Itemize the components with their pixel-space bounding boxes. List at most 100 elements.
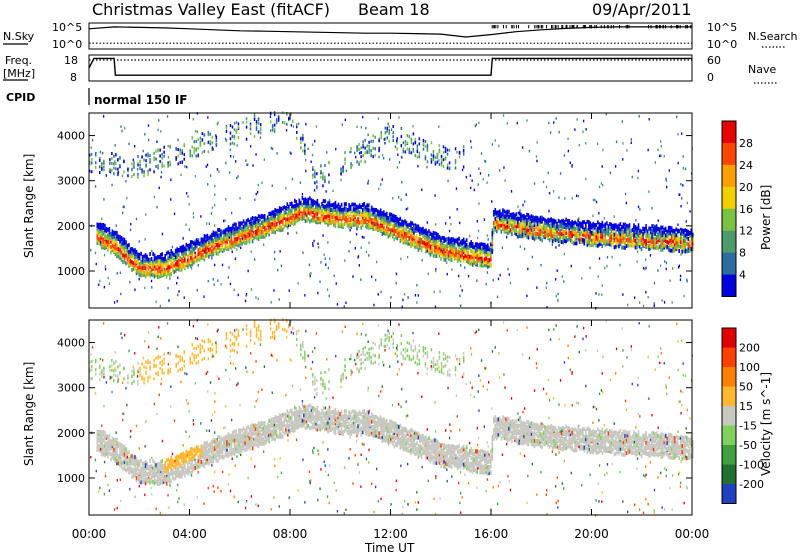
power-cell — [328, 221, 331, 225]
power-cell — [527, 215, 530, 220]
velocity-cell — [165, 471, 168, 475]
power-cell — [479, 245, 481, 250]
power-cell — [545, 233, 548, 238]
power-cell — [679, 244, 682, 249]
power-cell — [191, 240, 194, 245]
power-cell — [661, 243, 664, 248]
power-cell — [499, 225, 501, 230]
power-cell — [588, 220, 590, 225]
power-cell — [476, 253, 478, 258]
velocity-cell — [155, 479, 157, 484]
power-cell — [145, 165, 147, 169]
power-cell — [410, 235, 412, 240]
power-cell — [589, 229, 592, 234]
power-cell — [375, 226, 377, 231]
power-cell — [325, 190, 327, 193]
power-cell — [241, 237, 244, 240]
velocity-cell — [158, 476, 160, 481]
power-cell — [401, 226, 403, 231]
power-cell — [141, 272, 144, 277]
power-cell — [279, 250, 281, 253]
velocity-cell — [144, 464, 147, 469]
power-cell — [330, 203, 332, 208]
power-cell — [402, 298, 404, 302]
power-cell — [585, 142, 587, 145]
power-cell — [490, 247, 492, 252]
power-cell — [96, 222, 99, 227]
power-cell — [99, 165, 101, 169]
power-cell — [378, 146, 380, 150]
power-cell — [114, 252, 117, 256]
velocity-cell — [188, 460, 191, 465]
velocity-cell — [144, 473, 147, 478]
power-cell — [168, 265, 171, 270]
power-cell — [343, 305, 345, 308]
power-cell — [268, 232, 270, 237]
power-cell — [387, 230, 390, 235]
power-cell — [484, 249, 486, 254]
power-cell — [327, 213, 329, 218]
power-cell — [628, 223, 631, 228]
power-cell — [282, 214, 284, 219]
power-cell — [578, 234, 581, 239]
power-cell — [227, 244, 230, 249]
power-cell — [161, 232, 164, 236]
power-cell — [328, 180, 330, 184]
power-cell — [673, 232, 676, 237]
power-cell — [248, 235, 251, 239]
power-cell — [470, 243, 472, 248]
power-cell — [398, 161, 401, 164]
power-cell — [127, 167, 129, 171]
freq-panel: Freq. [MHz] 18 8 60 0 Nave — [3, 54, 777, 84]
power-cell — [462, 165, 465, 169]
velocity-cell — [135, 467, 138, 471]
power-cell — [149, 270, 151, 275]
power-cell — [235, 226, 237, 231]
power-cell — [598, 222, 601, 227]
power-cell — [343, 222, 346, 226]
power-cell — [226, 232, 228, 237]
power-cell — [433, 290, 435, 294]
power-cell — [197, 264, 199, 267]
power-cell — [681, 236, 683, 241]
power-cell — [291, 177, 294, 181]
velocity-cell — [114, 446, 117, 451]
power-cell — [444, 150, 447, 154]
power-cell — [377, 117, 380, 120]
power-cell — [134, 263, 136, 268]
power-cell — [580, 230, 582, 235]
velocity-cell — [144, 481, 147, 486]
power-cell — [588, 230, 590, 235]
power-cell — [553, 224, 555, 229]
power-cell — [545, 228, 548, 233]
power-cell — [420, 240, 422, 243]
power-cell — [536, 220, 539, 225]
power-cell — [164, 257, 166, 262]
power-cell — [653, 302, 655, 305]
power-cell — [90, 146, 92, 149]
velocity-cell — [129, 469, 132, 474]
power-cell — [612, 236, 614, 241]
power-cell — [455, 238, 457, 243]
power-cell — [378, 227, 380, 232]
velocity-cell — [98, 429, 100, 434]
power-cell — [330, 213, 332, 218]
power-cell — [410, 233, 412, 238]
power-cell — [542, 230, 545, 234]
velocity-cell — [150, 474, 153, 479]
power-cell — [224, 228, 227, 233]
power-cell — [571, 223, 573, 228]
power-cell — [521, 220, 524, 225]
power-cell — [283, 213, 286, 218]
power-cell — [336, 204, 338, 209]
power-cell — [597, 229, 599, 234]
power-cell — [99, 226, 102, 231]
power-cell — [672, 233, 674, 238]
noise-spikes — [491, 25, 692, 29]
power-cell — [491, 249, 494, 254]
power-cell — [120, 250, 123, 255]
velocity-cell — [105, 451, 108, 456]
power-cell — [683, 248, 685, 253]
power-cell — [361, 212, 364, 217]
power-cell — [316, 199, 319, 203]
